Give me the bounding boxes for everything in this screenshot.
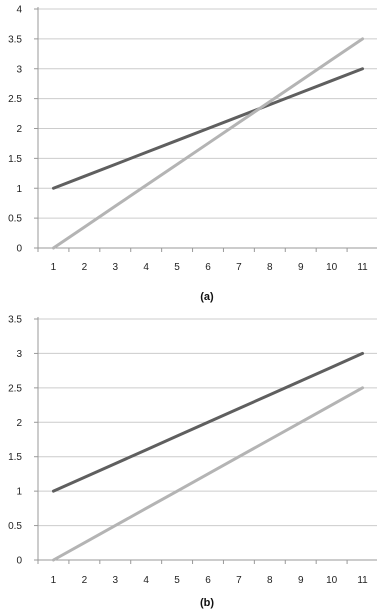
y-tick-label: 3.5 bbox=[8, 34, 22, 45]
series-lines-b bbox=[51, 351, 365, 562]
y-tick-label: 0 bbox=[16, 244, 22, 255]
series-line-1 bbox=[51, 351, 365, 493]
x-tick-label: 10 bbox=[326, 262, 338, 273]
y-tick-label: 1 bbox=[16, 184, 22, 195]
y-tick-label: 1 bbox=[16, 487, 22, 498]
x-tick-label: 5 bbox=[174, 262, 180, 273]
x-tick-label: 4 bbox=[143, 575, 149, 586]
x-tick-label: 1 bbox=[51, 575, 57, 586]
x-tick-label: 8 bbox=[267, 575, 273, 586]
x-tick-label: 6 bbox=[205, 262, 211, 273]
chart-b: 0 0.5 1 1.5 2 2.5 3 3.5 1 2 3 4 5 6 7 8 9 10 11 (b) bbox=[8, 315, 377, 609]
xtick-labels-b: 1 2 3 4 5 6 7 8 9 10 11 bbox=[51, 575, 368, 586]
y-tick-label: 1.5 bbox=[8, 452, 22, 463]
x-tick-label: 3 bbox=[112, 262, 118, 273]
series-line-1 bbox=[51, 67, 365, 190]
x-tick-label: 4 bbox=[143, 262, 149, 273]
gridlines-b bbox=[34, 317, 377, 564]
xtick-labels-a: 1 2 3 4 5 6 7 8 9 10 11 bbox=[51, 262, 368, 273]
chart-a-caption: (a) bbox=[200, 291, 214, 303]
y-tick-label: 2 bbox=[16, 124, 22, 135]
y-tick-label: 0.5 bbox=[8, 214, 22, 225]
y-tick-label: 3 bbox=[16, 64, 22, 75]
x-tick-label: 9 bbox=[298, 575, 304, 586]
y-tick-label: 4 bbox=[16, 5, 22, 16]
series-lines-a bbox=[51, 37, 365, 250]
y-tick-label: 2.5 bbox=[8, 94, 22, 105]
x-tick-label: 7 bbox=[236, 575, 242, 586]
y-tick-label: 0.5 bbox=[8, 521, 22, 532]
x-tick-label: 5 bbox=[174, 575, 180, 586]
x-tick-label: 2 bbox=[82, 262, 88, 273]
x-tick-label: 11 bbox=[357, 262, 368, 273]
x-tick-label: 10 bbox=[326, 575, 338, 586]
ytick-labels-a: 0 0.5 1 1.5 2 2.5 3 3.5 4 bbox=[8, 5, 22, 255]
x-tick-label: 3 bbox=[112, 575, 118, 586]
x-tick-label: 1 bbox=[51, 262, 57, 273]
chart-a: 0 0.5 1 1.5 2 2.5 3 3.5 4 1 2 3 4 5 6 7 8 9 10 11 (a) bbox=[8, 5, 377, 303]
x-tick-label: 9 bbox=[298, 262, 304, 273]
x-tick-label: 6 bbox=[205, 575, 211, 586]
x-tick-label: 8 bbox=[267, 262, 273, 273]
series-line-2 bbox=[51, 386, 365, 562]
ytick-labels-b: 0 0.5 1 1.5 2 2.5 3 3.5 bbox=[8, 315, 22, 567]
x-tick-label: 11 bbox=[357, 575, 368, 586]
x-tick-label: 7 bbox=[236, 262, 242, 273]
x-tick-label: 2 bbox=[82, 575, 88, 586]
series-line-2 bbox=[51, 37, 365, 250]
y-tick-label: 0 bbox=[16, 556, 22, 567]
y-tick-label: 2.5 bbox=[8, 383, 22, 394]
y-tick-label: 3.5 bbox=[8, 315, 22, 326]
gridlines-a bbox=[34, 7, 377, 252]
y-tick-label: 3 bbox=[16, 349, 22, 360]
y-tick-label: 1.5 bbox=[8, 154, 22, 165]
chart-b-caption: (b) bbox=[200, 597, 214, 609]
y-tick-label: 2 bbox=[16, 418, 22, 429]
